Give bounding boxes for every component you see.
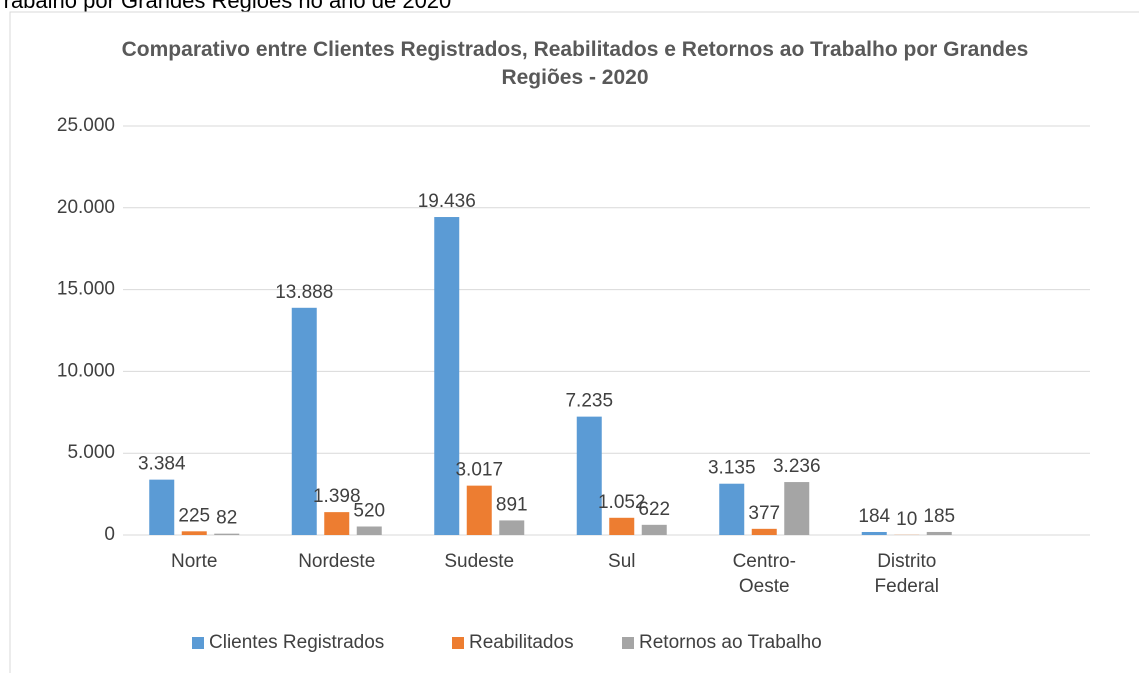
bar xyxy=(499,520,525,535)
data-label: 622 xyxy=(638,499,670,520)
bar xyxy=(356,526,382,535)
y-tick-label: 0 xyxy=(104,524,115,545)
chart-title: Comparativo entre Clientes Registrados, … xyxy=(121,38,1029,89)
data-label: 82 xyxy=(216,508,237,529)
x-tick-label: Nordeste xyxy=(298,551,376,572)
data-label: 19.436 xyxy=(418,191,476,212)
data-label: 185 xyxy=(923,506,955,527)
data-label: 225 xyxy=(178,505,210,526)
bar xyxy=(149,479,175,535)
bar xyxy=(719,483,745,535)
data-label: 1.052 xyxy=(598,492,646,513)
bar xyxy=(324,512,350,535)
chart-frame xyxy=(9,11,1139,673)
x-tick-label: Centro-Oeste xyxy=(732,551,796,597)
bar xyxy=(466,485,492,535)
data-label: 7.235 xyxy=(565,391,613,412)
bar xyxy=(291,307,317,535)
legend-label: Clientes Registrados xyxy=(209,632,384,653)
data-label: 10 xyxy=(896,509,917,530)
bar xyxy=(609,517,635,535)
data-label: 3.135 xyxy=(708,458,756,479)
data-label: 1.398 xyxy=(313,486,361,507)
data-label: 891 xyxy=(496,494,528,515)
legend-swatch xyxy=(452,637,464,649)
bar xyxy=(641,524,667,535)
x-tick-label: Norte xyxy=(171,551,218,572)
bar xyxy=(751,528,777,535)
y-tick-label: 5.000 xyxy=(67,442,115,463)
data-label: 377 xyxy=(748,503,780,524)
data-label: 3.384 xyxy=(138,454,186,475)
y-tick-label: 20.000 xyxy=(57,197,115,218)
legend-label: Reabilitados xyxy=(469,632,574,653)
legend-swatch xyxy=(192,637,204,649)
caption: Trabalho por Grandes Regiões no ano de 2… xyxy=(0,0,452,13)
bar xyxy=(576,416,602,535)
x-tick-label: Sul xyxy=(608,551,636,572)
x-tick-label: Distrito Federal xyxy=(874,551,939,597)
bar xyxy=(861,531,887,535)
data-label: 13.888 xyxy=(275,282,333,303)
legend-swatch xyxy=(622,637,634,649)
y-tick-label: 15.000 xyxy=(57,279,115,300)
y-tick-label: 25.000 xyxy=(57,115,115,136)
data-label: 520 xyxy=(353,501,385,522)
data-label: 184 xyxy=(858,506,890,527)
bar xyxy=(434,217,460,535)
y-tick-label: 10.000 xyxy=(57,360,115,381)
bar xyxy=(214,533,240,535)
data-label: 3.236 xyxy=(773,456,821,477)
data-label: 3.017 xyxy=(455,460,503,481)
bar xyxy=(181,531,207,535)
bar xyxy=(926,531,952,535)
legend-label: Retornos ao Trabalho xyxy=(639,632,822,653)
x-tick-label: Sudeste xyxy=(444,551,515,572)
bar xyxy=(784,482,810,535)
